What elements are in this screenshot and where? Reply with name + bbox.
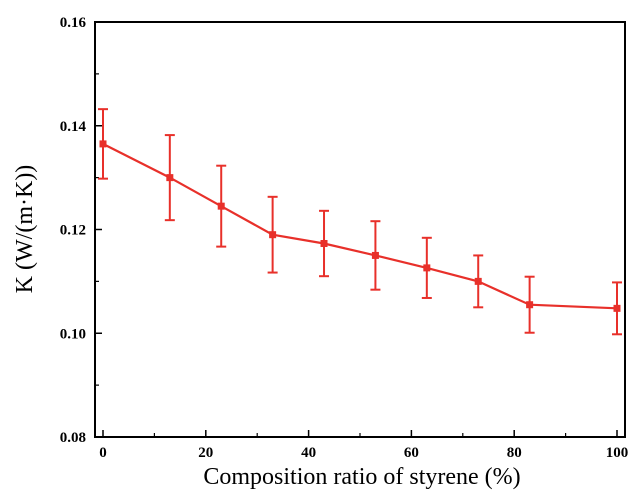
data-point <box>99 140 107 148</box>
plot-frame <box>94 21 626 438</box>
data-point <box>371 251 379 259</box>
x-tick-label: 80 <box>507 445 522 461</box>
series-line <box>102 142 618 310</box>
data-point <box>217 202 225 210</box>
data-point <box>166 174 174 182</box>
x-tick-label: 60 <box>404 445 419 461</box>
data-point <box>474 277 482 285</box>
data-point <box>320 240 328 248</box>
x-tick-label: 20 <box>198 445 213 461</box>
data-point <box>423 264 431 272</box>
data-point <box>526 301 534 309</box>
x-tick-label: 100 <box>606 445 629 461</box>
x-tick-label: 40 <box>301 445 316 461</box>
x-axis-ticks: 0 20 40 60 80 100 <box>99 430 628 461</box>
y-axis-ticks: 0.08 0.10 0.12 0.14 0.16 <box>60 15 102 446</box>
y-axis-title: K (W/(m·K)) <box>12 165 38 294</box>
y-tick-label: 0.16 <box>60 15 87 31</box>
error-bars <box>98 108 622 336</box>
x-tick-label: 0 <box>99 445 107 461</box>
data-point <box>269 231 277 239</box>
y-tick-label: 0.12 <box>60 223 86 239</box>
x-axis-title: Composition ratio of styrene (%) <box>203 464 520 490</box>
data-point <box>613 304 621 312</box>
y-tick-label: 0.08 <box>60 430 86 446</box>
y-tick-label: 0.10 <box>60 326 86 342</box>
data-markers <box>99 140 621 312</box>
y-tick-label: 0.14 <box>60 119 87 135</box>
